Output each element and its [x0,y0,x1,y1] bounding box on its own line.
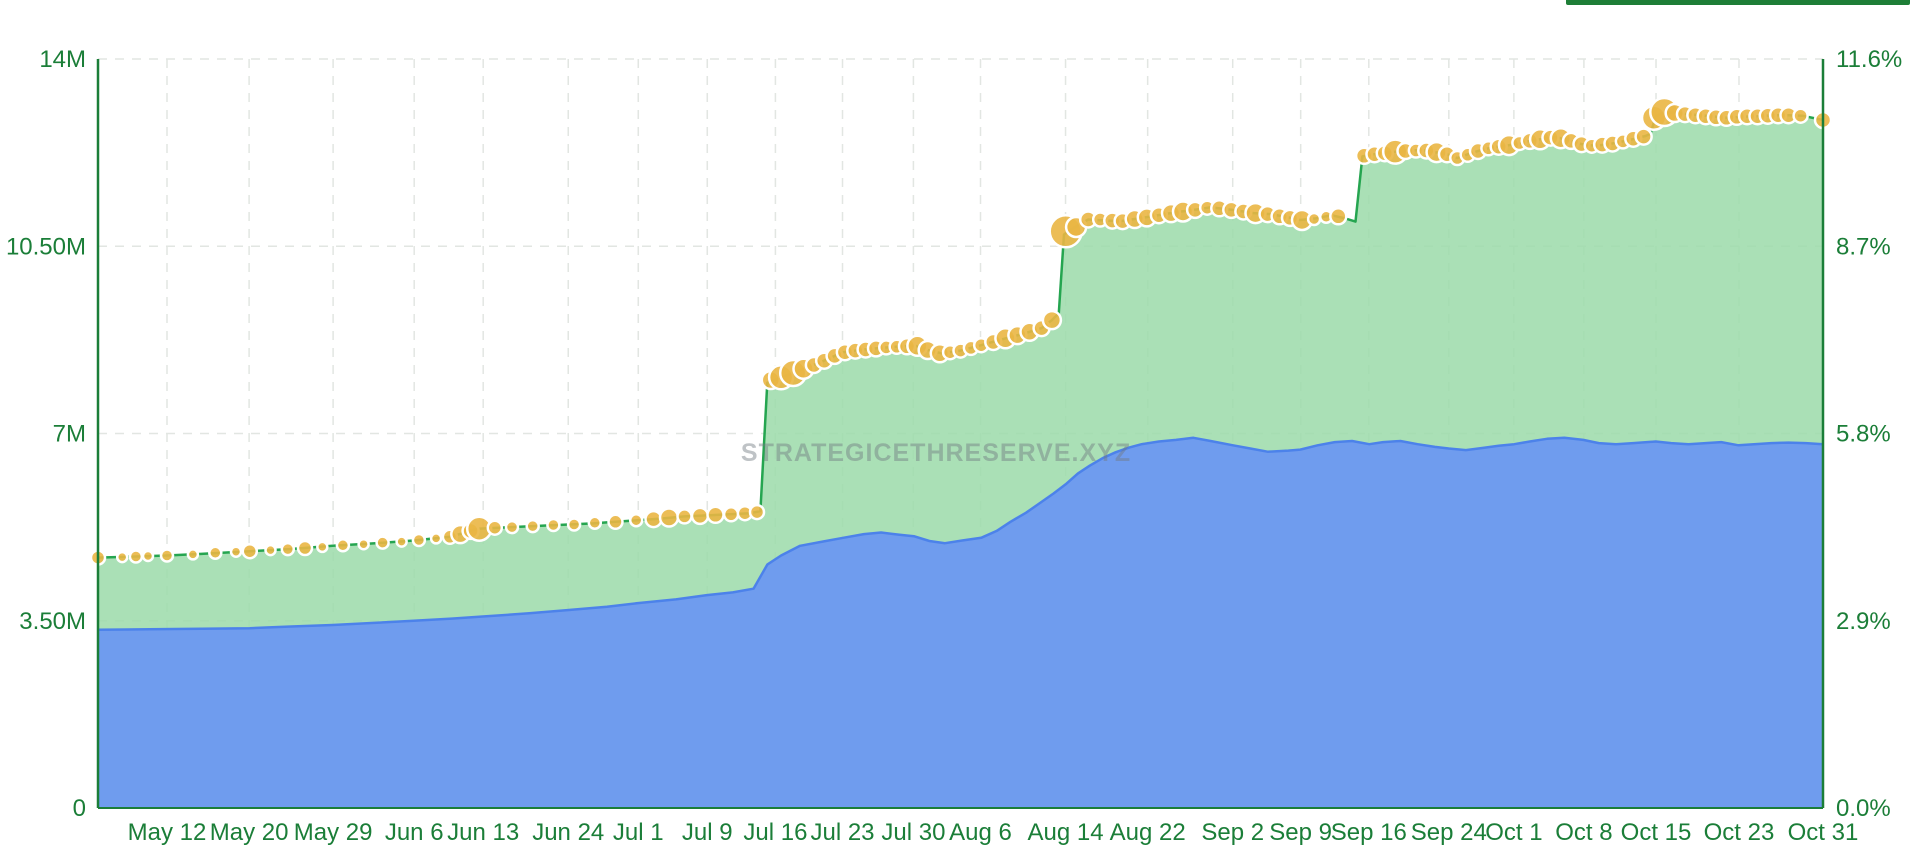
reserve-bubble[interactable] [357,537,370,551]
right-axis-label: 5.8% [1836,421,1891,448]
x-axis-label: Jul 1 [613,819,664,846]
reserve-bubble[interactable] [375,535,390,550]
x-axis-label: Sep 2 [1201,819,1264,846]
reserve-bubble[interactable] [1329,207,1348,226]
reserve-bubble[interactable] [628,512,644,528]
x-axis-label: May 29 [294,819,373,846]
reserve-bubble[interactable] [159,548,175,563]
reserve-bubble[interactable] [335,538,351,553]
top-right-partial-bar [1566,0,1910,5]
x-axis-label: Oct 1 [1485,819,1542,846]
reserve-bubble[interactable] [676,508,693,525]
x-axis-label: Jul 16 [743,819,807,846]
x-axis-label: Jun 6 [385,819,444,846]
reserve-bubble[interactable] [316,540,329,554]
right-axis-label: 11.6% [1836,46,1902,73]
reserve-bubble[interactable] [546,517,561,533]
reserve-bubble[interactable] [566,517,582,532]
x-axis-label: Aug 6 [949,819,1012,846]
reserve-bubble[interactable] [229,545,243,558]
reserve-bubble[interactable] [429,532,443,545]
reserve-bubble[interactable] [706,505,725,525]
left-axis-label: 3.50M [19,608,86,635]
lower-series-area [98,437,1823,808]
x-axis-label: Jul 23 [810,819,874,846]
reserve-bubble[interactable] [748,503,766,521]
x-axis-label: Oct 8 [1555,819,1612,846]
x-axis-label: Oct 15 [1621,819,1692,846]
x-axis-label: Oct 23 [1704,819,1775,846]
left-axis-label: 10.50M [6,233,86,260]
x-axis-label: Aug 22 [1110,819,1186,846]
right-axis-label: 2.9% [1836,608,1891,635]
left-axis-label: 0 [73,795,86,822]
x-axis-label: Sep 9 [1269,819,1332,846]
reserve-bubble[interactable] [486,519,504,536]
reserve-bubble[interactable] [1634,127,1653,146]
reserve-bubble[interactable] [722,506,740,523]
left-axis-label: 14M [39,46,86,73]
reserve-bubble[interactable] [504,519,520,535]
reserve-bubble[interactable] [525,518,540,534]
x-axis-label: Jun 24 [532,819,604,846]
reserve-bubble[interactable] [141,549,155,563]
right-axis-label: 0.0% [1836,795,1891,822]
reserve-bubble[interactable] [607,513,624,531]
reserve-bubble[interactable] [280,541,296,557]
reserve-bubble[interactable] [186,548,200,561]
reserve-bubble[interactable] [115,550,129,564]
x-axis-label: Sep 16 [1331,819,1407,846]
reserve-bubble[interactable] [208,545,223,561]
reserve-bubble[interactable] [296,539,314,557]
x-axis-label: Sep 24 [1411,819,1487,846]
reserve-bubble[interactable] [411,532,427,548]
right-axis-label: 8.7% [1836,233,1891,260]
reserve-bubble[interactable] [690,506,710,526]
x-axis-label: May 20 [210,819,289,846]
reserve-bubble[interactable] [395,535,408,548]
x-axis-label: Aug 14 [1028,819,1104,846]
reserve-bubble[interactable] [1306,211,1322,227]
reserve-bubble[interactable] [264,543,277,557]
reserve-bubble[interactable] [1792,107,1809,124]
lower-series-line [97,436,1824,632]
reserve-bubble[interactable] [128,549,144,564]
x-axis-label: Jul 9 [682,819,733,846]
reserve-bubble[interactable] [1041,309,1063,331]
x-axis-label: Jun 13 [447,819,519,846]
reserve-bubble[interactable] [587,515,603,531]
x-axis-label: Oct 31 [1788,819,1859,846]
reserve-bubble[interactable] [658,507,680,528]
left-axis-label: 7M [53,421,86,448]
x-axis-label: May 12 [128,819,207,846]
x-axis-label: Jul 30 [881,819,945,846]
reserve-bubble[interactable] [241,542,259,560]
watermark: STRATEGICETHRESERVE.XYZ [740,439,1132,467]
